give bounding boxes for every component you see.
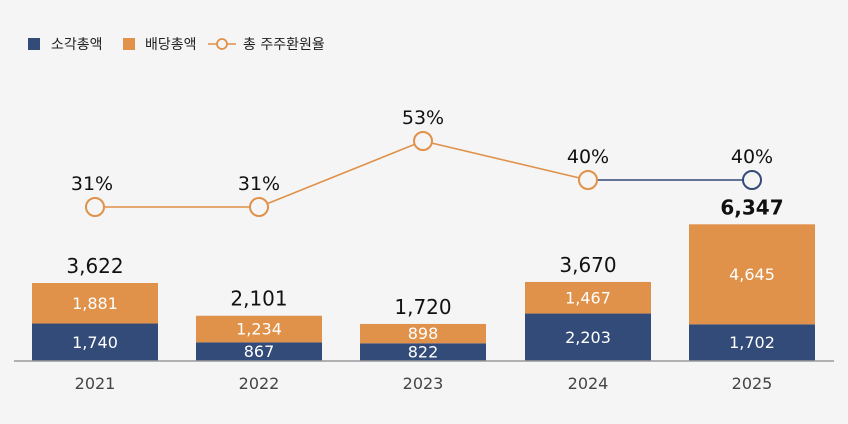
total-label: 2,101 xyxy=(230,287,287,311)
ratio-label: 31% xyxy=(238,173,280,195)
bar-dividend-2024 xyxy=(525,281,651,314)
ratio-label: 40% xyxy=(567,146,609,168)
bar-dividend-2022 xyxy=(196,315,322,343)
bar-dividend-2023 xyxy=(360,323,486,344)
legend-marker-ratio xyxy=(216,38,228,50)
bar-buyback-2025 xyxy=(689,324,815,361)
ratio-label: 31% xyxy=(71,173,113,195)
x-tick-label: 2022 xyxy=(239,374,280,393)
legend-label-buyback: 소각총액 xyxy=(51,37,103,53)
total-label: 6,347 xyxy=(720,195,783,219)
total-label: 1,720 xyxy=(394,295,451,319)
x-tick-label: 2023 xyxy=(403,374,444,393)
bar-label-buyback: 822 xyxy=(408,343,439,362)
ratio-point xyxy=(578,170,598,190)
x-tick-label: 2021 xyxy=(75,374,116,393)
bar-dividend-2025 xyxy=(689,224,815,325)
ratio-point xyxy=(742,170,762,190)
ratio-line: 31% 31% 53% 40% 40% xyxy=(71,107,773,217)
bar-label-buyback: 1,702 xyxy=(729,333,775,352)
bar-label-dividend: 1,881 xyxy=(72,294,118,313)
legend-label-ratio: 총 주주환원율 xyxy=(243,37,325,53)
ratio-line-segment xyxy=(258,140,424,208)
ratio-point xyxy=(413,131,433,151)
bar-buyback-2024 xyxy=(525,313,651,361)
legend-label-dividend: 배당총액 xyxy=(145,37,197,53)
x-tick-label: 2025 xyxy=(732,374,773,393)
bar-buyback-2021 xyxy=(32,323,158,361)
legend-swatch-buyback xyxy=(28,38,40,50)
bar-dividend-2021 xyxy=(32,283,158,324)
bar-label-buyback: 2,203 xyxy=(565,328,611,347)
legend: 소각총액 배당총액 총 주주환원율 xyxy=(28,37,325,53)
bar-buyback-2023 xyxy=(360,343,486,361)
total-label: 3,670 xyxy=(559,253,616,277)
bar-label-buyback: 867 xyxy=(244,342,275,361)
bar-label-dividend: 898 xyxy=(408,324,439,343)
bar-label-dividend: 4,645 xyxy=(729,265,775,284)
ratio-label: 40% xyxy=(731,146,773,168)
x-axis-ticks: 2021 2022 2023 2024 2025 xyxy=(75,374,773,393)
bar-buyback-2022 xyxy=(196,342,322,361)
ratio-point xyxy=(85,197,105,217)
legend-swatch-dividend xyxy=(123,38,135,50)
total-label: 3,622 xyxy=(66,254,123,278)
bar-label-dividend: 1,234 xyxy=(236,320,282,339)
ratio-point xyxy=(249,197,269,217)
ratio-line-segment xyxy=(422,140,589,181)
ratio-label: 53% xyxy=(402,107,444,129)
x-tick-label: 2024 xyxy=(568,374,609,393)
bar-label-buyback: 1,740 xyxy=(72,333,118,352)
bar-label-dividend: 1,467 xyxy=(565,288,611,307)
